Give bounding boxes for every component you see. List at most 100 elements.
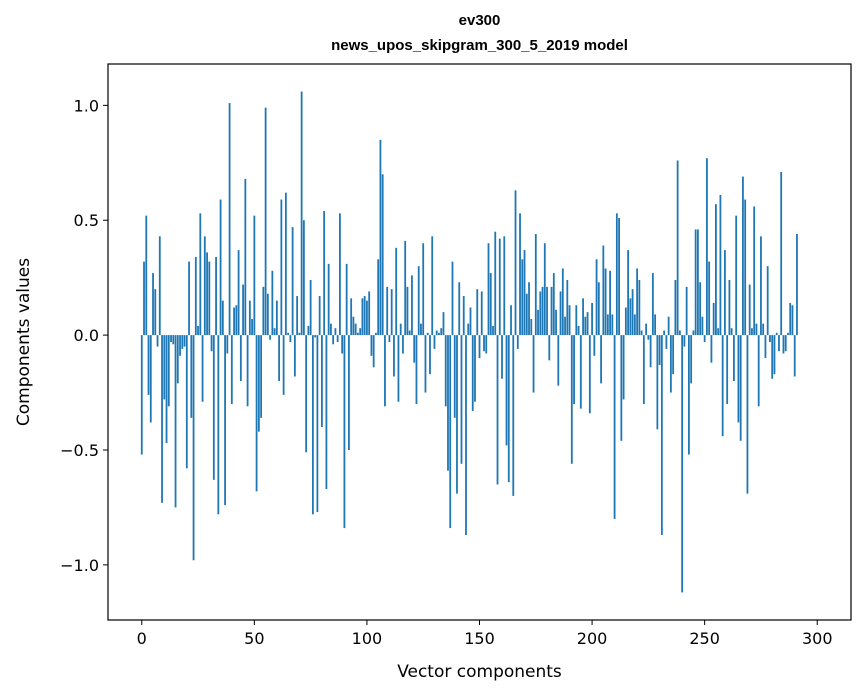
bar xyxy=(431,236,434,336)
bar xyxy=(314,335,317,338)
bar xyxy=(298,332,301,336)
bar xyxy=(212,335,215,480)
bar xyxy=(415,335,418,405)
bar xyxy=(753,206,756,336)
bar xyxy=(780,171,783,336)
bar xyxy=(703,335,706,342)
bar xyxy=(233,307,235,336)
bar xyxy=(215,256,217,336)
bar xyxy=(465,335,467,535)
bar xyxy=(143,261,145,336)
bar xyxy=(320,335,323,428)
bar xyxy=(478,335,481,359)
bar xyxy=(183,335,186,347)
bar xyxy=(586,312,589,336)
bar xyxy=(739,335,742,441)
bar xyxy=(651,273,654,336)
bar xyxy=(235,305,238,336)
bar xyxy=(273,328,276,336)
bar xyxy=(658,335,661,365)
bar xyxy=(699,282,702,336)
bar xyxy=(717,328,720,336)
y-tick-label: 0.5 xyxy=(74,211,99,230)
bar xyxy=(751,328,753,336)
bar xyxy=(242,284,244,336)
bar xyxy=(665,335,668,349)
bar xyxy=(280,199,283,336)
bar xyxy=(179,335,181,356)
bar xyxy=(411,275,413,336)
bar xyxy=(685,286,688,336)
bar xyxy=(176,335,179,384)
bar xyxy=(447,335,449,471)
bar xyxy=(532,335,535,393)
bar xyxy=(615,213,618,336)
bar xyxy=(642,335,645,405)
bar xyxy=(764,335,767,359)
bar xyxy=(656,335,659,430)
bar xyxy=(649,335,652,368)
bar xyxy=(697,229,699,336)
bar xyxy=(271,270,274,336)
bar xyxy=(618,217,620,336)
bar xyxy=(359,328,362,336)
y-axis-ticks: −1.0 −0.5 0.0 0.5 1.0 xyxy=(60,96,108,575)
bar xyxy=(167,335,170,407)
bar xyxy=(575,305,578,336)
bar xyxy=(453,335,456,418)
bar xyxy=(793,335,796,377)
bar xyxy=(530,319,533,336)
x-tick-label: 250 xyxy=(689,629,720,648)
y-tick-label: 1.0 xyxy=(74,96,99,115)
bar xyxy=(343,335,346,529)
bar xyxy=(336,335,339,342)
bar xyxy=(219,199,222,336)
bar xyxy=(269,335,272,340)
bar xyxy=(451,261,454,336)
bar xyxy=(692,330,695,336)
bar xyxy=(559,291,562,336)
bar xyxy=(582,298,584,336)
bar xyxy=(672,335,675,375)
bar xyxy=(339,213,341,336)
bar xyxy=(469,307,472,336)
bar xyxy=(327,263,330,336)
bar xyxy=(149,335,152,423)
bar xyxy=(291,227,294,336)
y-tick-label: −0.5 xyxy=(60,441,99,460)
bar xyxy=(789,302,792,336)
bar xyxy=(194,256,197,336)
x-tick-label: 200 xyxy=(577,629,608,648)
bar xyxy=(539,291,542,336)
bar xyxy=(402,335,404,354)
bar xyxy=(573,335,575,405)
bar xyxy=(190,335,193,418)
bar xyxy=(311,335,314,515)
bar xyxy=(154,289,157,336)
bar xyxy=(442,312,445,336)
bar xyxy=(694,229,697,336)
bar xyxy=(278,335,281,382)
bar xyxy=(584,316,587,336)
bar xyxy=(361,298,364,336)
x-tick-label: 300 xyxy=(802,629,833,648)
bar xyxy=(309,279,312,336)
bar xyxy=(640,330,643,336)
bar xyxy=(386,286,389,336)
bar xyxy=(667,316,670,336)
bar xyxy=(728,279,731,336)
bar xyxy=(188,261,190,336)
bar xyxy=(514,190,517,336)
bar xyxy=(172,335,175,345)
bar xyxy=(737,335,740,423)
bar xyxy=(733,335,735,382)
bar xyxy=(638,279,641,336)
bar xyxy=(474,335,476,402)
bar xyxy=(611,314,614,336)
bar xyxy=(185,335,188,469)
bar xyxy=(787,332,789,336)
bar xyxy=(503,236,506,336)
bar xyxy=(710,335,713,363)
bar xyxy=(633,314,636,336)
bar xyxy=(449,335,452,529)
